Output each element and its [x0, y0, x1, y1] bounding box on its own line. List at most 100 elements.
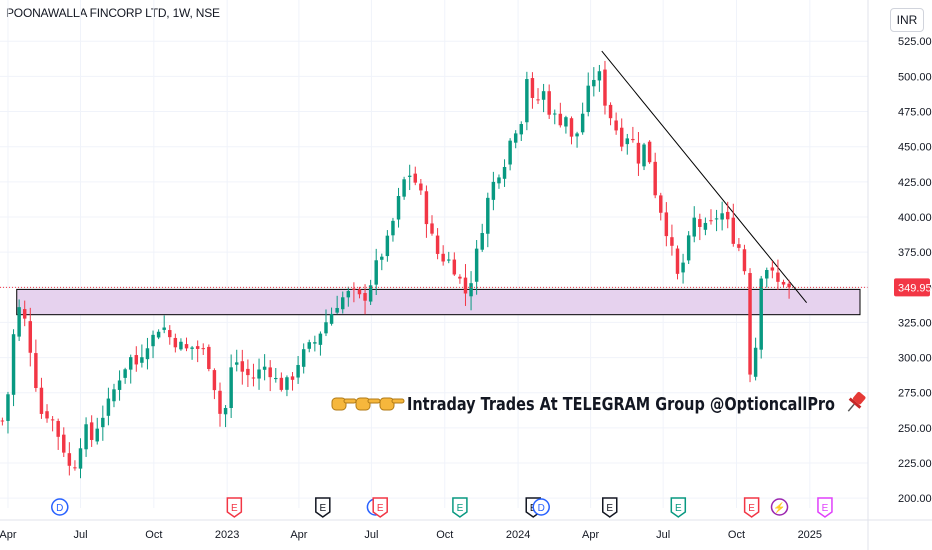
event-marker-split: ⚡ [770, 498, 789, 516]
hand-finger [367, 398, 381, 404]
candle-body [335, 307, 339, 313]
candle-body [274, 377, 278, 380]
candle-body [257, 369, 261, 379]
event-marker-earnings: E [670, 497, 687, 518]
hand-palm [331, 397, 347, 411]
time-tick-label: 2024 [506, 529, 530, 541]
candle-body [447, 259, 451, 261]
price-tick-label: 325.00 [898, 317, 932, 329]
candle-body [435, 235, 440, 254]
event-label: E [457, 503, 464, 514]
candle-body [234, 362, 239, 365]
trend-line[interactable] [601, 50, 808, 304]
candle-body [279, 377, 284, 390]
candle-body [134, 355, 139, 365]
candle-body [229, 367, 233, 408]
candle-body [73, 467, 77, 469]
event-label: ⚡ [773, 501, 785, 514]
event-pentagon [670, 497, 687, 518]
currency-button[interactable]: INR [890, 8, 924, 32]
time-tick-label: Oct [728, 529, 745, 541]
candle-body [720, 213, 724, 220]
candle-body [0, 420, 5, 422]
last-price-tag-bg [894, 278, 930, 297]
candle-body [290, 376, 295, 380]
candle-body [329, 313, 334, 324]
candle-body [553, 113, 557, 115]
candle-body [62, 434, 66, 453]
candle-body [101, 417, 105, 428]
last-price-tag: 349.95 [894, 278, 932, 297]
candle-body [686, 235, 691, 261]
candle-body [11, 334, 16, 395]
candle-body [156, 331, 161, 338]
event-pentagon [372, 497, 388, 518]
event-marker-earnings: E [743, 497, 760, 518]
price-tick-label: 500.00 [898, 71, 932, 83]
candle-body [173, 337, 178, 348]
candle-body [753, 347, 758, 377]
chart-title: POONAWALLA FINCORP LTD, 1W, NSE [6, 6, 220, 20]
candle-body [112, 389, 116, 402]
candle-body [424, 191, 429, 225]
candle-body [363, 293, 367, 301]
price-tick-label: 525.00 [898, 36, 932, 48]
candle-body [619, 127, 624, 147]
event-label: E [748, 503, 755, 514]
event-pentagon [226, 497, 243, 518]
candle-body [380, 256, 384, 260]
candle-body [491, 181, 496, 200]
candle-body [318, 333, 323, 345]
price-tick-label: 300.00 [898, 353, 932, 365]
telegram-banner: Intraday Trades At TELEGRAM Group @Optio… [331, 391, 866, 415]
candle-body [128, 357, 133, 370]
candle-body [106, 398, 111, 416]
candle-body [486, 197, 490, 234]
candle-body [714, 218, 719, 220]
candle-body [430, 223, 434, 234]
candle-body [787, 283, 791, 288]
candle-body [84, 424, 88, 450]
candle-body [268, 367, 272, 378]
support-zone-rect [16, 288, 861, 316]
event-label: E [675, 503, 682, 514]
candle-body [413, 173, 417, 183]
candle-body [374, 260, 378, 285]
price-tick-label: 475.00 [898, 107, 932, 119]
time-tick-label: Oct [145, 529, 162, 541]
event-pentagon [817, 497, 833, 518]
candle-body [117, 380, 122, 390]
hand-finger [343, 398, 357, 404]
event-pentagon [602, 497, 618, 518]
candle-body [184, 344, 189, 349]
candle-body [22, 309, 27, 319]
candle-body [402, 179, 406, 197]
candle-body [765, 270, 769, 279]
time-axis[interactable]: Apr Jul Oct 2023 Apr Jul Oct 2024 Apr Jul Oct 2025 [0, 519, 932, 541]
price-tick-label: 200.00 [898, 493, 932, 505]
event-label: E [606, 503, 613, 514]
candle-body [748, 273, 752, 375]
candle-body [458, 276, 462, 279]
hand-finger [391, 398, 405, 404]
event-marker-dividend: D [51, 498, 69, 516]
candle-body [341, 297, 345, 310]
candle-body [692, 217, 696, 237]
candle-body [251, 377, 256, 379]
candle-body [474, 248, 479, 282]
candle-body [385, 235, 390, 257]
candle-body [391, 220, 395, 236]
candle-body [569, 118, 574, 137]
candle-body [95, 428, 99, 442]
pin-head [852, 391, 866, 405]
event-marker-dividend: D [532, 498, 550, 516]
price-tick-label: 400.00 [898, 212, 932, 224]
candle-body [285, 377, 289, 390]
candle-body [731, 217, 736, 244]
candle-body [352, 288, 356, 290]
candle-body [45, 411, 49, 419]
candle-body [781, 281, 786, 285]
price-axis[interactable]: 200.00225.00250.00275.00300.00325.00350.… [867, 0, 932, 550]
event-markers: DEEDEEEDEEE⚡E [51, 497, 833, 518]
